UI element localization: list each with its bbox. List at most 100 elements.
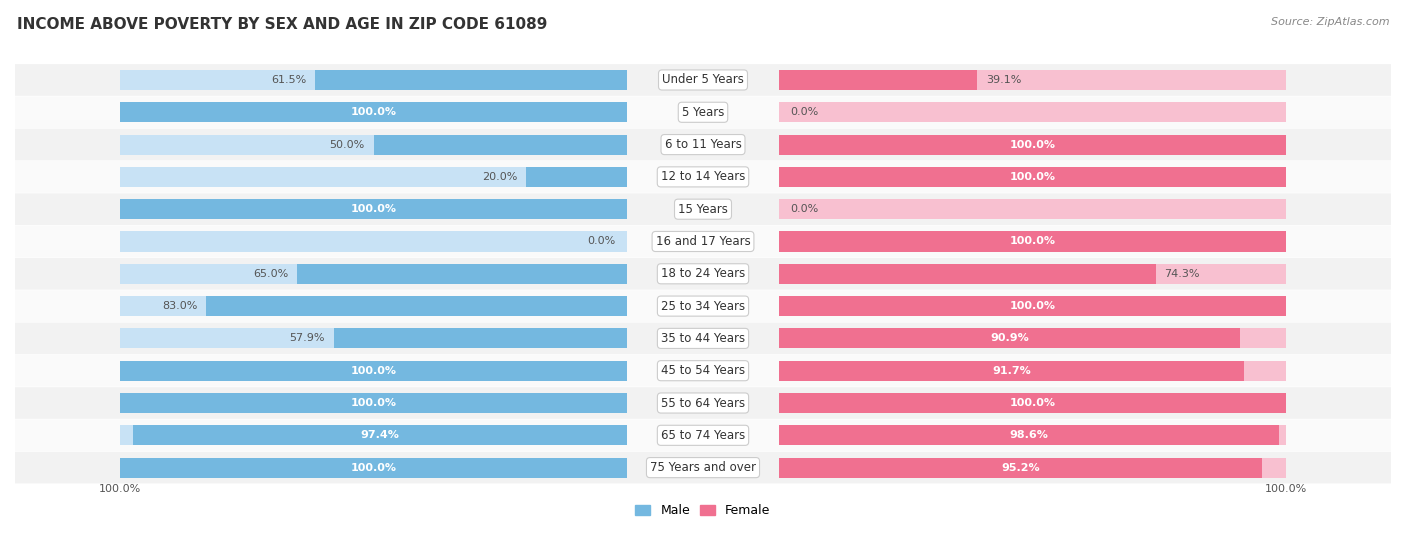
Bar xyxy=(315,70,627,90)
Bar xyxy=(120,361,627,381)
Text: 0.0%: 0.0% xyxy=(588,236,616,247)
Bar xyxy=(120,70,627,90)
FancyBboxPatch shape xyxy=(15,355,1391,386)
FancyBboxPatch shape xyxy=(15,387,1391,419)
Text: 95.2%: 95.2% xyxy=(1001,463,1039,472)
Text: INCOME ABOVE POVERTY BY SEX AND AGE IN ZIP CODE 61089: INCOME ABOVE POVERTY BY SEX AND AGE IN Z… xyxy=(17,17,547,32)
Text: 75 Years and over: 75 Years and over xyxy=(650,461,756,474)
Text: 39.1%: 39.1% xyxy=(986,75,1021,85)
Text: 50.0%: 50.0% xyxy=(329,140,364,150)
Bar xyxy=(779,296,1286,316)
Text: 6 to 11 Years: 6 to 11 Years xyxy=(665,138,741,151)
Bar xyxy=(134,425,627,446)
Bar xyxy=(779,70,1286,90)
Bar xyxy=(779,231,1286,252)
Bar xyxy=(333,328,627,348)
Bar xyxy=(120,199,627,219)
Text: 100.0%: 100.0% xyxy=(1010,301,1056,311)
Bar xyxy=(120,135,627,155)
Text: 65.0%: 65.0% xyxy=(253,269,288,279)
Text: Under 5 Years: Under 5 Years xyxy=(662,73,744,87)
Bar xyxy=(120,199,627,219)
Text: 18 to 24 Years: 18 to 24 Years xyxy=(661,267,745,280)
Bar xyxy=(120,167,627,187)
Text: 74.3%: 74.3% xyxy=(1164,269,1199,279)
Bar xyxy=(779,361,1286,381)
Text: 100.0%: 100.0% xyxy=(1265,484,1308,494)
Text: 97.4%: 97.4% xyxy=(361,430,399,440)
Bar xyxy=(779,199,1286,219)
Bar xyxy=(120,393,627,413)
Text: 35 to 44 Years: 35 to 44 Years xyxy=(661,332,745,345)
Bar xyxy=(779,296,1286,316)
Bar xyxy=(779,231,1286,252)
FancyBboxPatch shape xyxy=(15,290,1391,322)
Text: 57.9%: 57.9% xyxy=(290,333,325,343)
Text: 91.7%: 91.7% xyxy=(993,366,1031,376)
Text: 65 to 74 Years: 65 to 74 Years xyxy=(661,429,745,442)
Text: 12 to 14 Years: 12 to 14 Years xyxy=(661,170,745,183)
Bar xyxy=(779,425,1279,446)
FancyBboxPatch shape xyxy=(15,323,1391,354)
Text: 100.0%: 100.0% xyxy=(1010,236,1056,247)
Text: 61.5%: 61.5% xyxy=(271,75,307,85)
Bar xyxy=(120,393,627,413)
Bar xyxy=(120,231,627,252)
Text: 100.0%: 100.0% xyxy=(1010,398,1056,408)
Bar xyxy=(779,167,1286,187)
Text: 20.0%: 20.0% xyxy=(482,172,517,182)
Bar xyxy=(526,167,627,187)
Bar xyxy=(779,135,1286,155)
Bar xyxy=(779,264,1156,284)
Text: 55 to 64 Years: 55 to 64 Years xyxy=(661,396,745,410)
Bar xyxy=(779,458,1286,477)
FancyBboxPatch shape xyxy=(15,419,1391,451)
FancyBboxPatch shape xyxy=(15,97,1391,128)
FancyBboxPatch shape xyxy=(15,226,1391,257)
Text: 0.0%: 0.0% xyxy=(790,107,818,117)
Bar xyxy=(120,264,627,284)
Bar xyxy=(298,264,627,284)
Text: 100.0%: 100.0% xyxy=(1010,140,1056,150)
Bar xyxy=(779,458,1261,477)
Text: 100.0%: 100.0% xyxy=(350,398,396,408)
Bar xyxy=(779,328,1286,348)
Text: 100.0%: 100.0% xyxy=(350,463,396,472)
Text: 25 to 34 Years: 25 to 34 Years xyxy=(661,300,745,312)
Text: 100.0%: 100.0% xyxy=(350,366,396,376)
FancyBboxPatch shape xyxy=(15,129,1391,160)
Bar xyxy=(120,296,627,316)
FancyBboxPatch shape xyxy=(15,452,1391,484)
FancyBboxPatch shape xyxy=(15,161,1391,193)
Bar xyxy=(779,167,1286,187)
Bar xyxy=(779,361,1244,381)
Text: 0.0%: 0.0% xyxy=(790,204,818,214)
Bar xyxy=(779,70,977,90)
Bar xyxy=(120,328,627,348)
Bar xyxy=(779,393,1286,413)
Bar xyxy=(779,328,1240,348)
Bar xyxy=(779,135,1286,155)
Bar xyxy=(779,264,1286,284)
Bar xyxy=(120,361,627,381)
Text: 15 Years: 15 Years xyxy=(678,203,728,216)
Text: 16 and 17 Years: 16 and 17 Years xyxy=(655,235,751,248)
Bar xyxy=(779,102,1286,122)
Bar xyxy=(779,425,1286,446)
Text: 5 Years: 5 Years xyxy=(682,106,724,119)
Text: 98.6%: 98.6% xyxy=(1010,430,1049,440)
Text: 100.0%: 100.0% xyxy=(98,484,141,494)
Text: 100.0%: 100.0% xyxy=(350,204,396,214)
Bar xyxy=(120,102,627,122)
Text: 83.0%: 83.0% xyxy=(162,301,197,311)
FancyBboxPatch shape xyxy=(15,258,1391,290)
FancyBboxPatch shape xyxy=(15,64,1391,96)
FancyBboxPatch shape xyxy=(15,193,1391,225)
Text: 100.0%: 100.0% xyxy=(1010,172,1056,182)
Bar xyxy=(120,102,627,122)
Bar xyxy=(207,296,627,316)
Legend: Male, Female: Male, Female xyxy=(630,499,776,522)
Bar xyxy=(779,393,1286,413)
Text: 100.0%: 100.0% xyxy=(350,107,396,117)
Bar xyxy=(120,425,627,446)
